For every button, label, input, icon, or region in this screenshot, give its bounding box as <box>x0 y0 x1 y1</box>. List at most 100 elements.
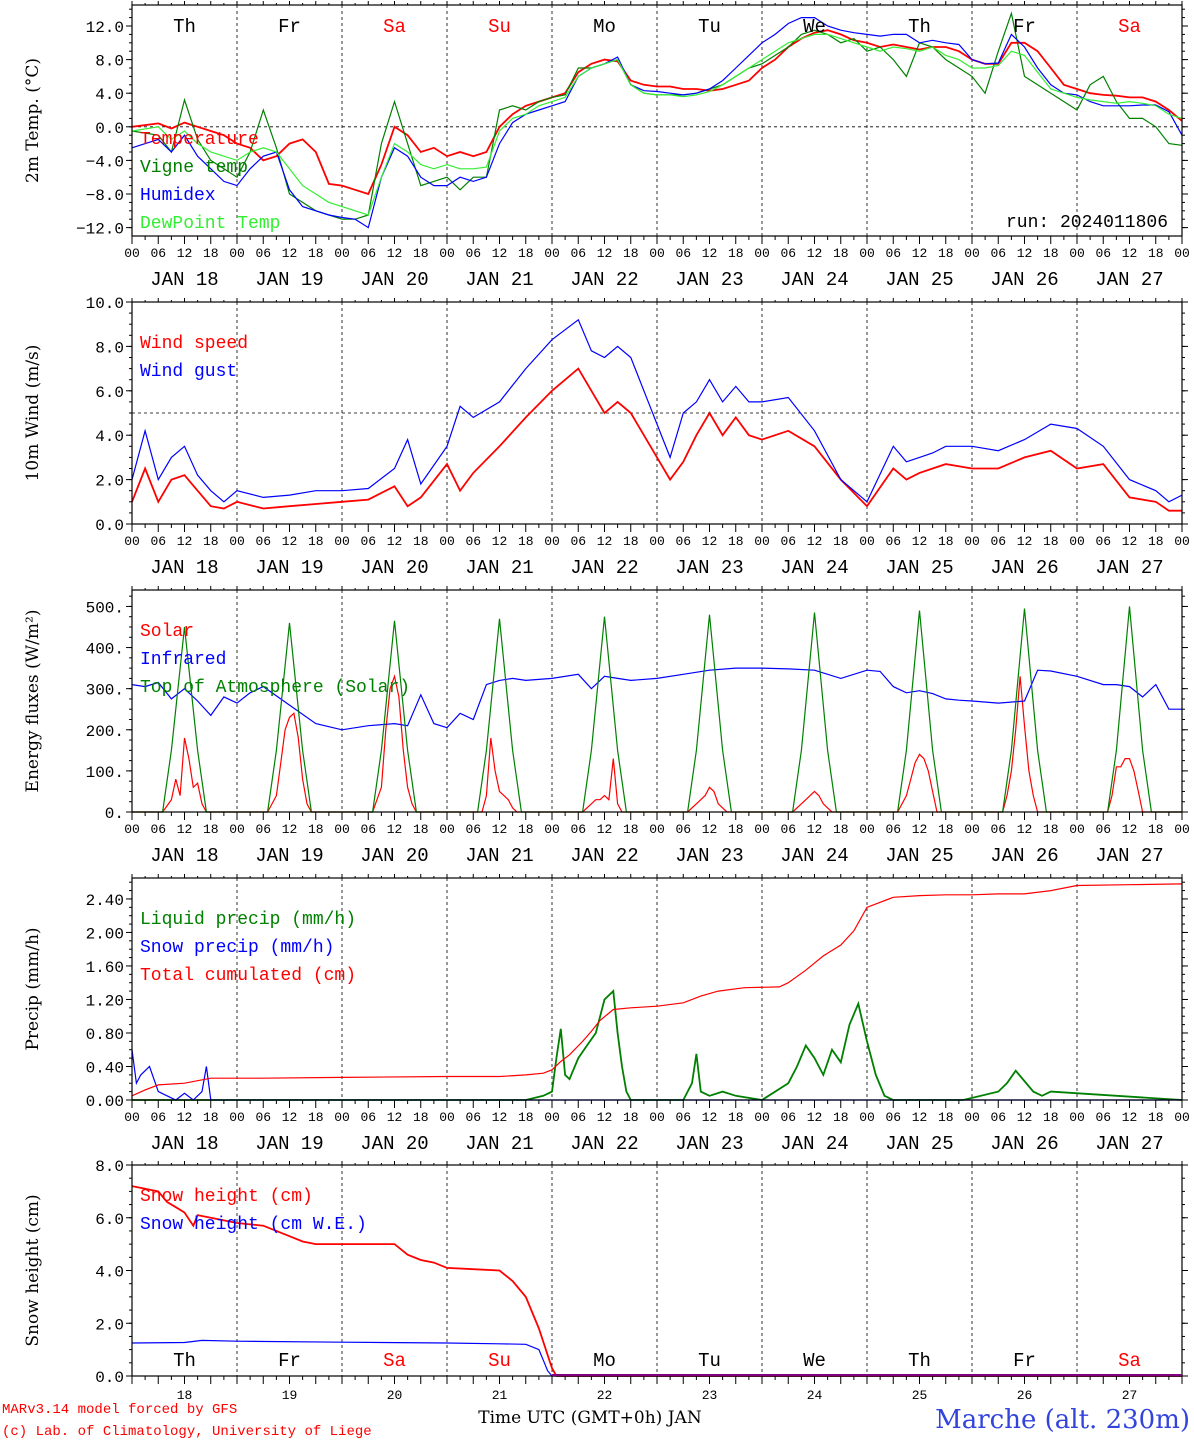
y-axis-title: 10m Wind (m/s) <box>23 345 43 482</box>
hour-tick-label: 06 <box>150 534 166 549</box>
hour-tick-label: 18 <box>1043 1110 1059 1125</box>
hour-tick-label: 18 <box>938 246 954 261</box>
hour-tick-label: 12 <box>282 1110 298 1125</box>
hour-tick-label: 00 <box>439 1110 455 1125</box>
y-tick-label: 2.00 <box>86 925 124 943</box>
hour-tick-label: 06 <box>360 534 376 549</box>
hour-tick-label: 12 <box>702 1110 718 1125</box>
hour-tick-label: 18 <box>308 1110 324 1125</box>
weekday-label: Fr <box>1013 1350 1036 1372</box>
hour-tick-label: 06 <box>885 534 901 549</box>
hour-tick-label: 06 <box>675 822 691 837</box>
weekday-label: Fr <box>1013 16 1036 38</box>
date-label: JAN 20 <box>360 845 428 867</box>
hour-tick-label: 18 <box>623 534 639 549</box>
hour-tick-label: 06 <box>465 246 481 261</box>
day-number-label: 23 <box>702 1388 718 1403</box>
hour-tick-label: 00 <box>964 534 980 549</box>
hour-tick-label: 12 <box>597 534 613 549</box>
hour-tick-label: 12 <box>807 1110 823 1125</box>
hour-tick-label: 06 <box>675 246 691 261</box>
hour-tick-label: 00 <box>859 822 875 837</box>
date-label: JAN 24 <box>780 269 848 291</box>
hour-tick-label: 18 <box>518 1110 534 1125</box>
hour-tick-label: 00 <box>754 822 770 837</box>
date-label: JAN 19 <box>255 1133 323 1155</box>
day-number-label: 25 <box>912 1388 928 1403</box>
y-tick-label: 0.0 <box>95 120 124 138</box>
date-label: JAN 21 <box>465 557 533 579</box>
hour-tick-label: 00 <box>334 534 350 549</box>
date-label: JAN 18 <box>150 557 218 579</box>
hour-tick-label: 06 <box>360 822 376 837</box>
y-tick-label: −8.0 <box>86 187 124 205</box>
weekday-label: Sa <box>1118 16 1141 38</box>
hour-tick-label: 06 <box>990 1110 1006 1125</box>
date-label: JAN 19 <box>255 557 323 579</box>
weekday-label: We <box>803 1350 826 1372</box>
panel-1: 12.0 8.0 4.0 0.0 −4.0 −8.0 −12.0 2m Temp. (°C) T… <box>23 1 1190 291</box>
hour-tick-label: 00 <box>544 534 560 549</box>
hour-tick-label: 00 <box>964 1110 980 1125</box>
y-tick-label: 500. <box>86 599 124 617</box>
hour-tick-label: 18 <box>1043 822 1059 837</box>
hour-tick-label: 18 <box>1148 1110 1164 1125</box>
date-label: JAN 22 <box>570 557 638 579</box>
weekday-label: Mo <box>593 16 616 38</box>
hour-tick-label: 00 <box>229 1110 245 1125</box>
station-name: Marche (alt. 230m) <box>935 1405 1190 1435</box>
date-label: JAN 25 <box>885 269 953 291</box>
y-tick-label: 100. <box>86 764 124 782</box>
weekday-label: Fr <box>278 16 301 38</box>
legend-entry: Solar <box>140 622 194 642</box>
hour-tick-label: 18 <box>833 534 849 549</box>
hour-tick-label: 18 <box>623 822 639 837</box>
weekday-label: Sa <box>383 16 406 38</box>
date-label: JAN 21 <box>465 269 533 291</box>
hour-tick-label: 00 <box>964 822 980 837</box>
day-number-label: 27 <box>1122 1388 1138 1403</box>
weekday-label: Th <box>908 1350 931 1372</box>
hour-tick-label: 06 <box>1095 1110 1111 1125</box>
legend-entry: Liquid precip (mm/h) <box>140 910 356 930</box>
hour-tick-label: 18 <box>833 246 849 261</box>
hour-tick-label: 06 <box>780 534 796 549</box>
hour-tick-label: 18 <box>203 246 219 261</box>
date-label: JAN 18 <box>150 269 218 291</box>
hour-tick-label: 12 <box>702 822 718 837</box>
hour-tick-label: 00 <box>859 1110 875 1125</box>
y-tick-label: 8.0 <box>95 53 124 71</box>
y-tick-label: 0.00 <box>86 1093 124 1111</box>
date-label: JAN 18 <box>150 845 218 867</box>
hour-tick-label: 06 <box>780 822 796 837</box>
series-line <box>131 367 1182 512</box>
weekday-label: Sa <box>383 1350 406 1372</box>
series-line <box>131 883 1183 1097</box>
hour-tick-label: 18 <box>413 1110 429 1125</box>
panel-4: 2.40 2.00 1.60 1.20 0.80 0.40 0.00 Precip (mm/h… <box>23 874 1190 1155</box>
hour-tick-label: 00 <box>124 822 140 837</box>
y-tick-label: 0. <box>105 805 124 823</box>
hour-tick-label: 18 <box>728 822 744 837</box>
weekday-label: Tu <box>698 16 721 38</box>
date-label: JAN 27 <box>1095 845 1163 867</box>
y-tick-label: 2.40 <box>86 892 124 910</box>
hour-tick-label: 18 <box>1148 246 1164 261</box>
hour-tick-label: 00 <box>124 534 140 549</box>
legend-entry: Top of Atmosphere (Solar) <box>140 678 410 698</box>
y-tick-label: 4.0 <box>95 86 124 104</box>
hour-tick-label: 18 <box>623 246 639 261</box>
hour-tick-label: 06 <box>150 246 166 261</box>
hour-tick-label: 06 <box>255 534 271 549</box>
hour-tick-label: 18 <box>518 246 534 261</box>
hour-tick-label: 00 <box>229 246 245 261</box>
hour-tick-label: 06 <box>465 534 481 549</box>
y-tick-label: 4.0 <box>95 428 124 446</box>
hour-tick-label: 18 <box>308 246 324 261</box>
hour-tick-label: 06 <box>1095 246 1111 261</box>
date-label: JAN 25 <box>885 845 953 867</box>
weekday-label: Su <box>488 16 511 38</box>
lab-credit: (c) Lab. of Climatology, University of L… <box>2 1424 372 1440</box>
y-tick-label: 2.0 <box>95 1316 124 1334</box>
